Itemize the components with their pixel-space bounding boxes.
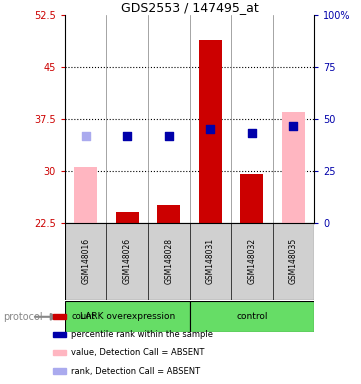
- Text: value, Detection Call = ABSENT: value, Detection Call = ABSENT: [71, 348, 205, 357]
- Text: GSM148028: GSM148028: [164, 238, 173, 284]
- Point: [124, 133, 130, 139]
- Bar: [53, 332, 66, 337]
- Bar: [199, 40, 222, 223]
- Bar: [116, 212, 139, 223]
- Bar: [282, 112, 305, 223]
- Text: protocol: protocol: [4, 312, 43, 322]
- Text: count: count: [71, 312, 95, 321]
- Text: LARK overexpression: LARK overexpression: [80, 312, 175, 321]
- Bar: [65, 301, 190, 332]
- Point: [207, 126, 213, 132]
- Bar: [190, 301, 314, 332]
- Bar: [240, 174, 263, 223]
- Text: percentile rank within the sample: percentile rank within the sample: [71, 330, 213, 339]
- Text: GSM148035: GSM148035: [289, 238, 298, 284]
- Point: [290, 123, 296, 129]
- Text: GSM148032: GSM148032: [247, 238, 256, 284]
- Text: control: control: [236, 312, 268, 321]
- Point: [249, 130, 255, 136]
- Point: [166, 133, 172, 139]
- Title: GDS2553 / 147495_at: GDS2553 / 147495_at: [121, 1, 258, 14]
- Bar: [157, 205, 180, 223]
- Bar: [53, 369, 66, 374]
- Text: GSM148026: GSM148026: [123, 238, 132, 284]
- Point: [83, 133, 89, 139]
- Bar: [53, 350, 66, 355]
- Text: GSM148031: GSM148031: [206, 238, 215, 284]
- Bar: [53, 314, 66, 319]
- Text: GSM148016: GSM148016: [81, 238, 90, 284]
- Text: rank, Detection Call = ABSENT: rank, Detection Call = ABSENT: [71, 367, 200, 376]
- Bar: [74, 167, 97, 223]
